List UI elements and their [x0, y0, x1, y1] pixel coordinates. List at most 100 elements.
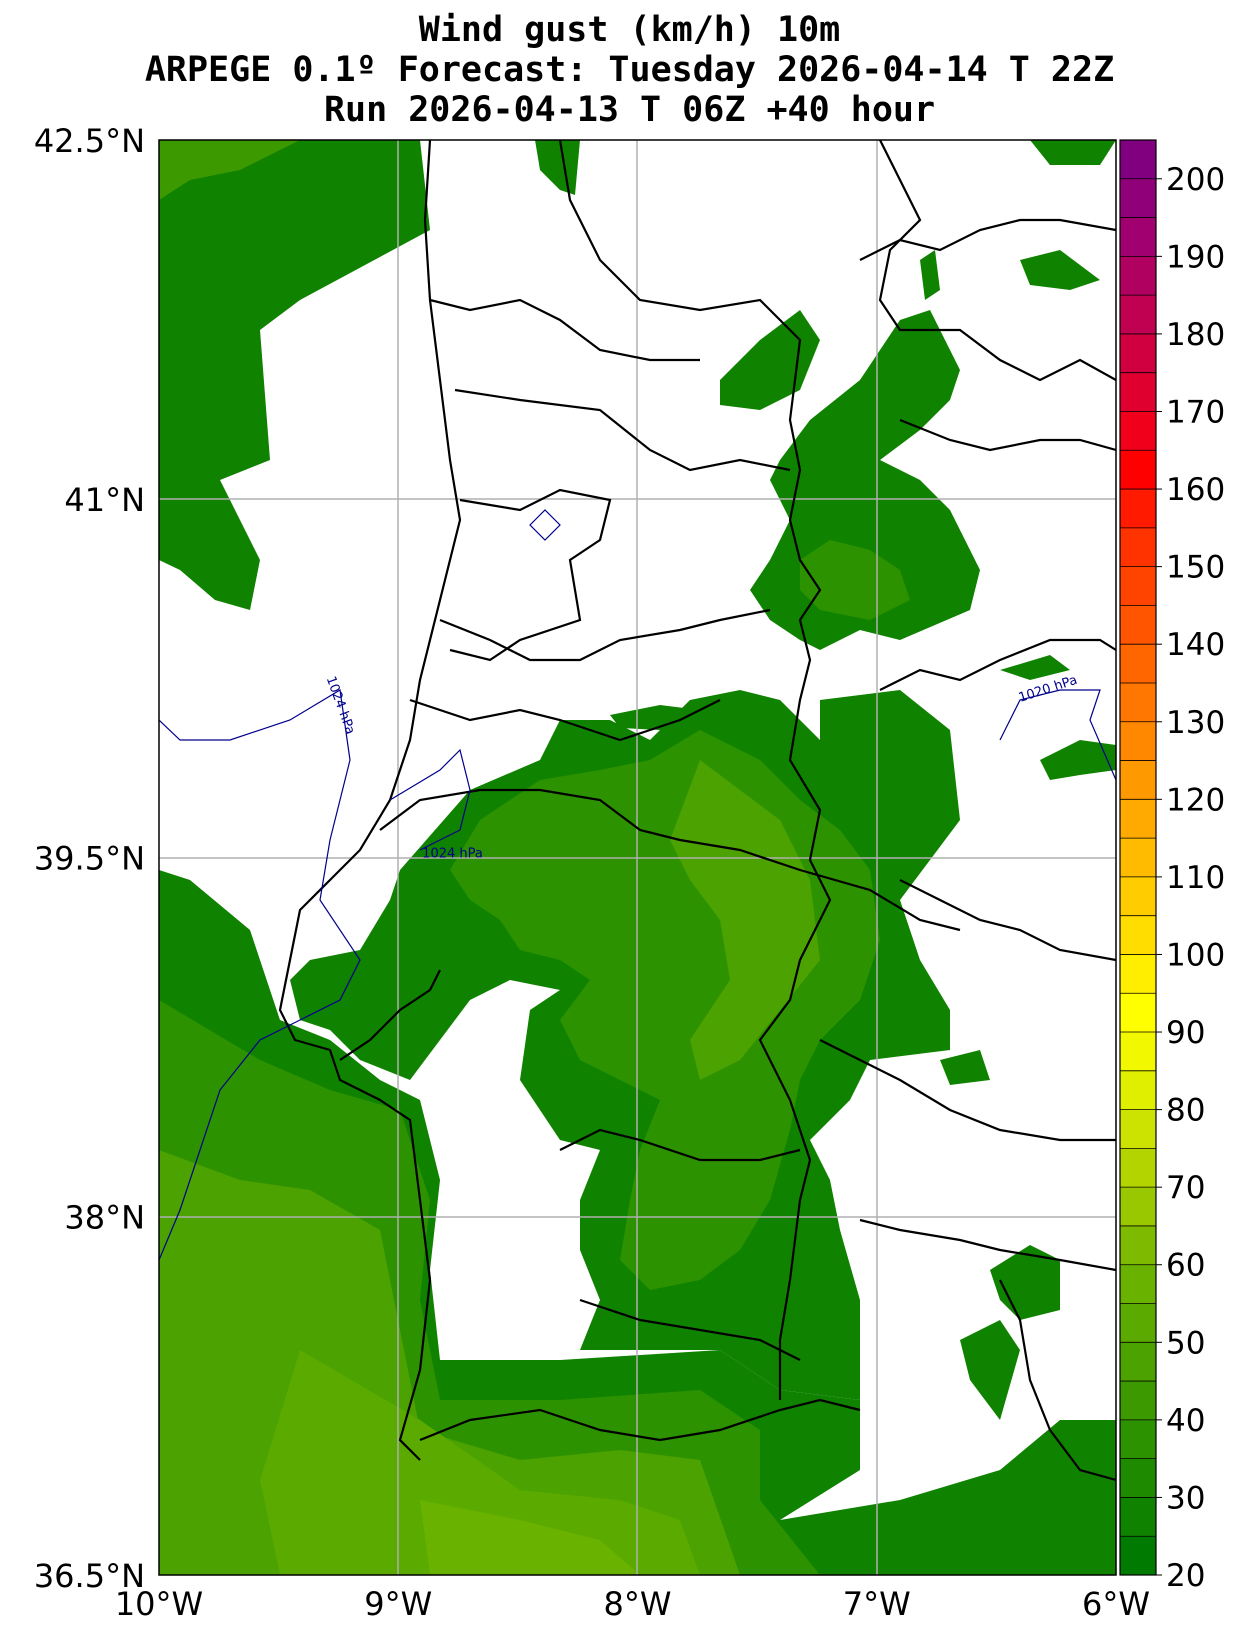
lon-tick-label: 10°W	[115, 1585, 203, 1623]
wind-area-south-core	[260, 1350, 700, 1575]
colorbar-bin	[1120, 333, 1156, 374]
isobar-1024-small	[529, 509, 561, 541]
region-border-spain-2	[859, 218, 1116, 261]
colorbar-tick-label: 130	[1166, 705, 1225, 741]
wind-area-east-spot-2	[1040, 740, 1116, 780]
colorbar-bin	[1120, 1303, 1156, 1343]
colorbar-bin	[1120, 1109, 1156, 1149]
region-border-central-1	[439, 608, 771, 662]
colorbar-bin	[1120, 915, 1156, 955]
colorbar-bin	[1120, 411, 1156, 451]
colorbar-tick-label: 50	[1166, 1325, 1205, 1361]
colorbar-bin	[1120, 799, 1156, 839]
wind-area-north-spot-2	[535, 140, 580, 195]
colorbar-tick-label: 110	[1166, 860, 1225, 896]
portugal-south-coast	[419, 1398, 861, 1442]
title-line-3: Run 2026-04-13 T 06Z +40 hour	[323, 90, 936, 130]
lat-tick-label: 36.5°N	[34, 1557, 145, 1595]
title-line-2: ARPEGE 0.1º Forecast: Tuesday 2026-04-14…	[144, 50, 1115, 90]
isobar-1024-inner	[389, 748, 471, 851]
portugal-west-coast	[278, 140, 462, 1461]
wind-area-north-spot-5	[920, 250, 940, 300]
wind-area-northwest-ocean	[159, 140, 430, 610]
colorbar-bin	[1120, 993, 1156, 1033]
colorbar-tick-label: 80	[1166, 1093, 1205, 1129]
region-border-spain-1	[878, 140, 1116, 382]
region-border-north-2	[454, 388, 791, 472]
colorbar-bin	[1120, 1264, 1156, 1305]
colorbar-bin	[1120, 295, 1156, 335]
wind-area-southeast-spot-2	[960, 1320, 1020, 1420]
colorbar-bin	[1120, 527, 1156, 568]
colorbar-bin	[1120, 256, 1156, 296]
colorbar-bin	[1120, 1458, 1156, 1498]
colorbar-bin	[1120, 450, 1156, 490]
colorbar-bin	[1120, 644, 1156, 684]
plot-frame	[158, 139, 1117, 1576]
lon-tick-label: 8°W	[604, 1585, 672, 1623]
wind-area-northeast-mid	[800, 540, 910, 620]
region-border-south-3	[859, 1218, 1116, 1272]
title-line-1: Wind gust (km/h) 10m	[418, 10, 841, 50]
wind-area-northwest-core	[159, 140, 300, 200]
tagus-estuary	[339, 969, 441, 1061]
wind-area-south-peak	[420, 1500, 640, 1575]
colorbar-tick-label: 40	[1166, 1403, 1205, 1439]
colorbar-tick-label: 60	[1166, 1248, 1205, 1284]
colorbar-bin	[1120, 682, 1156, 723]
wind-area-southeast-spot	[990, 1245, 1060, 1320]
colorbar: 20 30 40 50 60 70 80 90 100 110 120 130 140 150 160 170…	[1119, 139, 1225, 1594]
wind-area-central-high	[670, 760, 820, 1080]
colorbar-tick-label: 20	[1166, 1558, 1205, 1594]
lat-tick-label: 39.5°N	[34, 840, 145, 878]
region-border-south-4	[999, 1279, 1116, 1482]
region-border-spain-4	[879, 638, 1116, 691]
lat-tick-label: 42.5°N	[34, 122, 145, 160]
colorbar-bin	[1120, 1032, 1156, 1072]
colorbar-tick-label: 140	[1166, 627, 1225, 663]
colorbar-tick-label: 160	[1166, 472, 1225, 508]
map-title: Wind gust (km/h) 10m ARPEGE 0.1º Forecas…	[0, 10, 1259, 130]
portugal-spain-border	[558, 140, 832, 1400]
region-border-central-2	[409, 698, 721, 742]
region-border-spain-6	[819, 1039, 1116, 1142]
lat-tick-label: 38°N	[64, 1198, 145, 1236]
colorbar-bin	[1120, 721, 1156, 762]
colorbar-bin	[1120, 1225, 1156, 1266]
axis-labels: 10°W 9°W 8°W 7°W 6°W 42.5°N 41°N 39.5°N 38°N 36.5…	[34, 122, 1150, 1623]
colorbar-bin	[1120, 838, 1156, 878]
region-border-north-1	[429, 298, 700, 362]
colorbar-bin	[1120, 1342, 1156, 1382]
colorbar-tick-label: 150	[1166, 550, 1225, 586]
colorbar-bin	[1120, 760, 1156, 800]
colorbar-bin	[1120, 1070, 1156, 1111]
wind-area-east-spot-4	[940, 1050, 990, 1085]
colorbar-bin	[1120, 566, 1156, 606]
colorbar-bin	[1120, 489, 1156, 529]
region-border-north-3	[449, 488, 612, 662]
colorbar-bin	[1120, 954, 1156, 994]
wind-area-east-spot-1	[1000, 655, 1070, 680]
colorbar-tick-label: 120	[1166, 782, 1225, 818]
colorbar-tick-label: 100	[1166, 937, 1225, 973]
colorbar-bin	[1120, 1381, 1156, 1421]
colorbar-tick-label: 90	[1166, 1015, 1205, 1051]
region-border-spain-5	[899, 879, 1116, 962]
colorbar-bin	[1120, 217, 1156, 257]
lon-tick-label: 9°W	[364, 1585, 432, 1623]
colorbar-tick-label: 190	[1166, 239, 1225, 275]
wind-area-north-spot-3	[1020, 250, 1100, 290]
colorbar-bin	[1120, 1419, 1156, 1460]
colorbar-tick-label: 70	[1166, 1170, 1205, 1206]
colorbar-frame	[1119, 139, 1157, 1576]
lat-tick-label: 41°N	[64, 481, 145, 519]
isobar-1020-east	[999, 689, 1116, 781]
region-border-south-1	[559, 1128, 801, 1162]
coastlines-and-borders	[278, 140, 1116, 1482]
colorbar-bin	[1120, 140, 1156, 180]
lon-tick-label: 6°W	[1082, 1585, 1150, 1623]
colorbar-bin	[1120, 372, 1156, 412]
colorbar-bin	[1120, 605, 1156, 645]
wind-area-north-spot-4	[1030, 140, 1116, 165]
